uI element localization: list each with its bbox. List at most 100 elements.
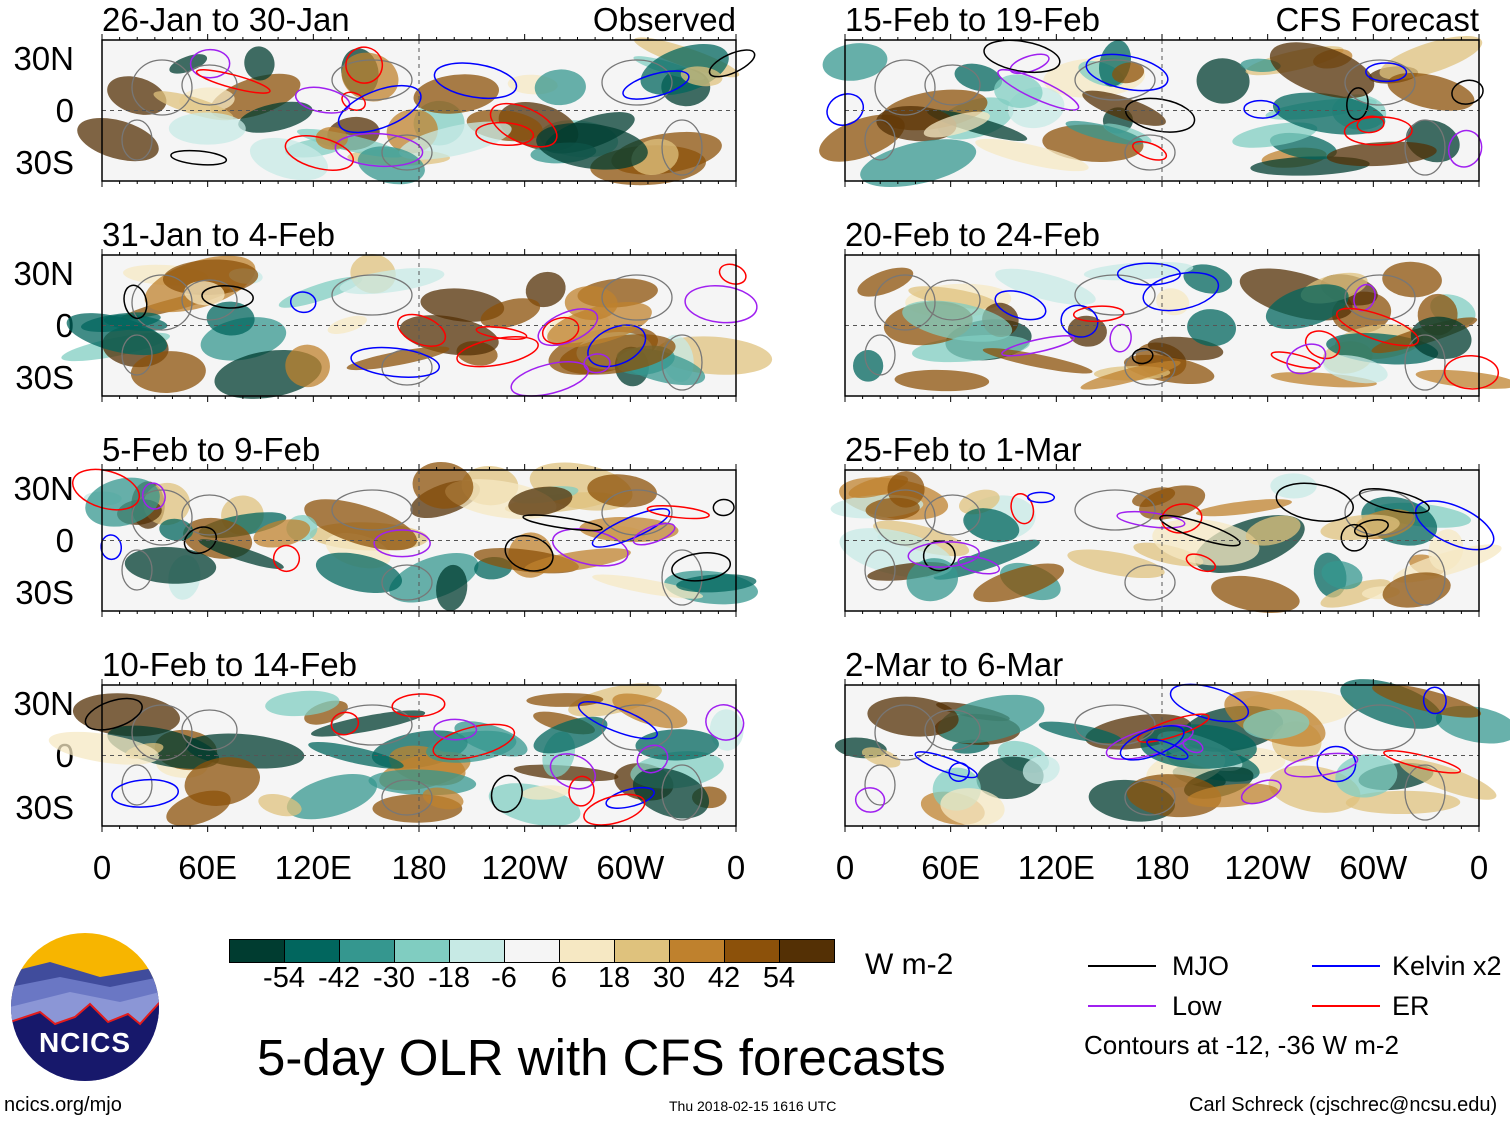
wave-contour [1358,488,1430,514]
lon-label: 0 [835,849,855,886]
colorbar-tick-label: 6 [550,962,568,994]
olr-anomaly-blob [1323,355,1388,384]
olr-anomaly-blob [908,286,998,309]
coastline [121,119,153,161]
colorbar-swatch [230,940,285,962]
colorbar [229,939,835,963]
wave-contour [1365,62,1408,83]
wave-contour [1182,738,1204,754]
wave-contour [284,135,354,171]
olr-anomaly-blob [534,69,586,106]
olr-anomaly-blob [249,137,328,181]
olr-anomaly-blob [327,315,368,334]
olr-anomaly-blob [521,785,570,800]
olr-anomaly-blob [995,268,1096,305]
olr-anomaly-blob [1243,709,1310,740]
olr-map-panel [819,34,1484,188]
lon-label: 120E [1017,849,1095,886]
olr-anomaly-blob [680,66,723,87]
wave-contour [195,69,271,94]
olr-anomaly-blob [1335,754,1398,798]
wave-contour [632,522,676,546]
olr-anomaly-blob [547,302,652,348]
coastline [181,279,238,321]
panel-title: 25-Feb to 1-Mar [845,431,1082,468]
olr-anomaly-blob [48,731,160,765]
wave-contour [489,102,558,148]
olr-anomaly-blob [533,716,608,754]
olr-anomaly-blob [357,146,425,185]
lon-label: 120E [274,849,352,886]
olr-map-panel [61,249,773,402]
olr-anomaly-blob [1321,560,1363,590]
legend-line-low [1088,1005,1156,1007]
coastline [1124,134,1176,171]
timestamp: Thu 2018-02-15 1616 UTC [669,1098,837,1114]
olr-anomaly-blob [579,516,679,543]
wave-contour [1026,491,1056,504]
lon-label: 60W [596,849,665,886]
site-url[interactable]: ncics.org/mjo [4,1094,122,1116]
lat-label: 30S [15,789,74,826]
olr-anomaly-blob [1372,683,1482,718]
olr-anomaly-blob [975,138,1089,172]
wave-contour [705,704,745,741]
olr-anomaly-blob [1326,141,1437,167]
wave-contour [568,775,595,807]
olr-anomaly-blob [198,539,284,569]
colorbar-tick-label: 42 [707,962,741,994]
wave-contour [490,774,523,813]
lat-label: 30S [15,144,74,181]
olr-anomaly-blob [413,74,500,114]
coastline [381,779,433,816]
olr-anomaly-blob [861,747,901,768]
coastline [924,494,981,536]
colorbar-swatch [560,940,615,962]
olr-anomaly-blob [1132,487,1176,507]
olr-anomaly-blob [1270,372,1377,388]
olr-anomaly-blob [1126,774,1222,818]
olr-anomaly-blob [1245,515,1301,546]
lat-label: 0 [55,92,74,129]
coastline [661,119,703,176]
coastline [601,59,673,106]
wave-contour [396,313,447,347]
olr-anomaly-blob [1232,122,1318,148]
lat-label: 30N [13,255,74,292]
wave-contour [1124,97,1196,133]
olr-anomaly-blob [526,693,604,707]
olr-anomaly-blob [937,694,1045,744]
olr-anomaly-blob [525,271,566,308]
olr-anomaly-blob [1340,679,1443,729]
olr-anomaly-blob [311,710,426,737]
panel-title: 15-Feb to 19-Feb [845,1,1100,38]
wave-contour [1353,518,1389,538]
olr-anomaly-blob [860,139,977,188]
olr-map-panel [844,249,1510,402]
legend-label-er: ER [1392,991,1430,1021]
wave-contour [1159,514,1241,547]
lon-label: 60E [921,849,981,886]
wave-contour [100,534,123,561]
wave-contour [341,91,366,111]
olr-anomaly-blob [1270,473,1317,499]
olr-anomaly-blob [346,346,450,371]
olr-anomaly-blob [1022,755,1060,785]
wave-contour [684,284,758,324]
wave-contour [183,526,218,555]
coastline [864,119,896,161]
coastline [1124,779,1176,816]
olr-anomaly-blob [709,709,744,751]
olr-anomaly-blob [894,369,990,392]
lat-label: 30S [15,574,74,611]
olr-anomaly-blob [963,508,1020,543]
olr-anomaly-blob [1269,42,1375,99]
wave-contour [1346,87,1369,121]
wave-contour [636,744,669,774]
coastline [1404,764,1446,821]
colorbar-tick-label: -54 [263,962,305,994]
lon-label: 120W [481,849,568,886]
legend-label-mjo: MJO [1172,951,1229,981]
wave-contour [583,793,646,826]
lat-label: 0 [55,522,74,559]
